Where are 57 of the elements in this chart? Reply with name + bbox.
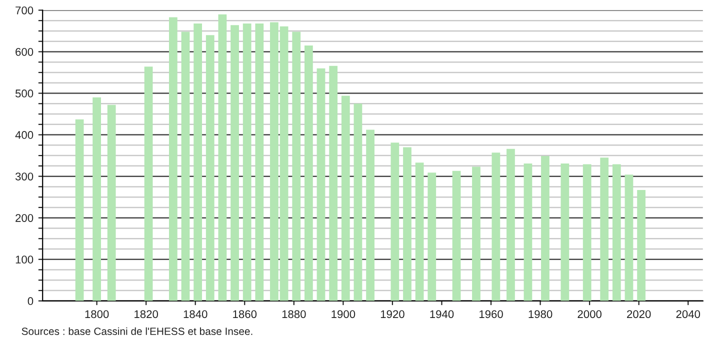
bar [206, 35, 214, 301]
x-tick-label: 2040 [676, 310, 700, 318]
y-tick-label: 100 [16, 256, 34, 264]
x-tick-label: 1900 [332, 310, 356, 318]
y-tick-label: 500 [15, 90, 34, 98]
bar [194, 23, 202, 301]
bar [75, 119, 84, 301]
x-tick-label: 1860 [233, 310, 257, 318]
bar [316, 68, 326, 301]
bar [390, 142, 400, 301]
bar [403, 147, 412, 301]
bar [541, 156, 550, 301]
bar [624, 174, 634, 301]
bar [428, 172, 436, 301]
x-tick-label: 1920 [380, 310, 404, 318]
bar [600, 158, 609, 301]
x-tick-label: 1800 [85, 310, 109, 318]
x-tick-label: 1940 [430, 310, 454, 318]
x-tick-label: 1960 [480, 310, 503, 318]
bar [144, 66, 153, 301]
bar [415, 162, 424, 301]
y-tick-label: 700 [16, 6, 34, 14]
bar [242, 23, 252, 301]
bar [452, 170, 461, 301]
bar [92, 97, 101, 301]
bar [637, 190, 646, 301]
bar [230, 25, 239, 301]
bar [304, 46, 313, 301]
y-tick-label: 0 [28, 297, 34, 306]
bar [181, 32, 190, 301]
bar [168, 17, 178, 301]
y-tick-label: 600 [16, 48, 34, 56]
x-tick-label: 2020 [627, 310, 651, 318]
bar [255, 23, 264, 301]
bar [292, 32, 301, 301]
x-tick-label: 2000 [578, 310, 602, 318]
bar [560, 163, 570, 301]
bar [612, 164, 621, 301]
y-tick-label: 300 [15, 172, 34, 180]
x-tick-label: 1840 [184, 310, 208, 318]
source-note: Sources : base Cassini de l'EHESS et base Insee. [22, 327, 252, 336]
y-tick-label: 400 [15, 131, 34, 139]
x-tick-label: 1980 [528, 310, 552, 318]
y-tick-label: 200 [16, 214, 34, 222]
bar [524, 163, 532, 301]
x-tick-label: 1820 [134, 310, 158, 318]
bar [354, 104, 362, 301]
bar [366, 130, 374, 301]
bar [341, 96, 350, 301]
bar [107, 104, 116, 301]
bar [492, 152, 500, 301]
bar [582, 164, 592, 301]
bar [506, 148, 515, 301]
bar [472, 166, 480, 301]
bar [218, 14, 227, 301]
x-tick-label: 1880 [282, 310, 306, 318]
bar [329, 66, 338, 301]
